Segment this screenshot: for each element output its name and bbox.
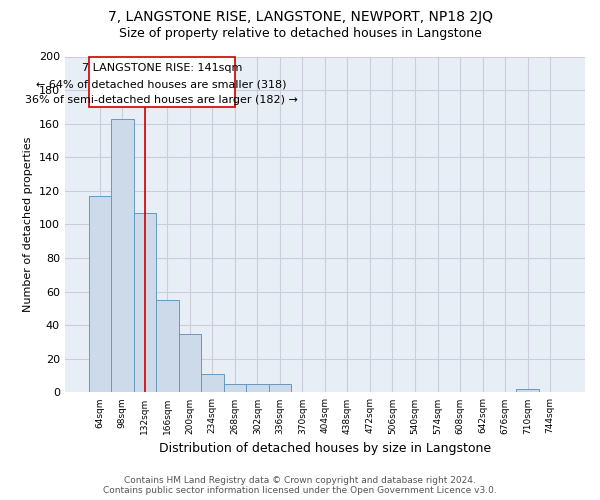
X-axis label: Distribution of detached houses by size in Langstone: Distribution of detached houses by size … [159,442,491,455]
Bar [179,334,201,392]
Bar [517,389,539,392]
Bar [134,212,156,392]
Bar [111,118,134,392]
Bar [269,384,291,392]
Text: 7, LANGSTONE RISE, LANGSTONE, NEWPORT, NP18 2JQ: 7, LANGSTONE RISE, LANGSTONE, NEWPORT, N… [107,10,493,24]
Bar [201,374,224,392]
Text: Contains HM Land Registry data © Crown copyright and database right 2024.
Contai: Contains HM Land Registry data © Crown c… [103,476,497,495]
Bar [156,300,179,392]
Bar [246,384,269,392]
Bar [224,384,246,392]
Text: Size of property relative to detached houses in Langstone: Size of property relative to detached ho… [119,28,481,40]
Text: 36% of semi-detached houses are larger (182) →: 36% of semi-detached houses are larger (… [25,95,298,105]
FancyBboxPatch shape [89,56,235,107]
Text: ← 64% of detached houses are smaller (318): ← 64% of detached houses are smaller (31… [37,79,287,89]
Bar [89,196,111,392]
Y-axis label: Number of detached properties: Number of detached properties [23,137,34,312]
Text: 7 LANGSTONE RISE: 141sqm: 7 LANGSTONE RISE: 141sqm [82,63,242,73]
